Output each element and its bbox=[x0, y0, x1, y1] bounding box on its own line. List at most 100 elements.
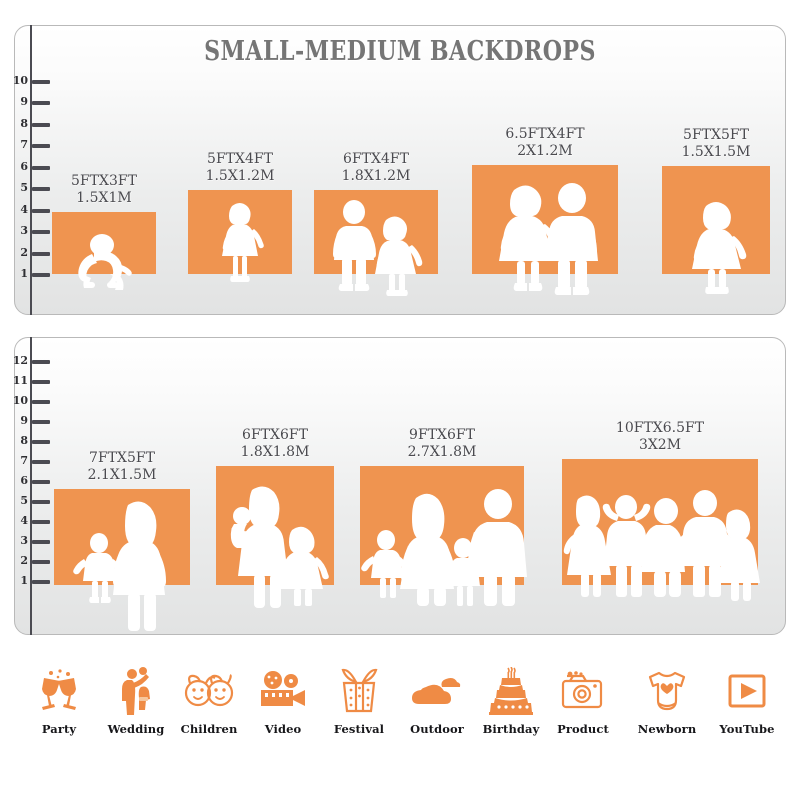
backdrop-item-5ftx3ft[interactable]: 5FTX3FT 1.5X1M bbox=[52, 173, 156, 290]
ruler-tick-label: 2 bbox=[20, 245, 28, 259]
ruler-tick bbox=[32, 540, 50, 544]
backdrop-caption: 9FTX6FT 2.7X1.8M bbox=[408, 427, 477, 461]
figure-crawling-baby bbox=[52, 212, 156, 290]
backdrop-item-10ftx6.5ft[interactable]: 10FTX6.5FT 3X2M bbox=[562, 420, 760, 601]
ruler-tick-label: 8 bbox=[20, 434, 28, 447]
caption-size-ft: 6FTX6FT bbox=[242, 427, 308, 443]
backdrop-item-6ftx6ft[interactable]: 6FTX6FT 1.8X1.8M bbox=[216, 427, 334, 608]
category-wedding[interactable]: Wedding bbox=[91, 662, 181, 754]
ruler-tick-label: 6 bbox=[20, 159, 28, 173]
caption-size-m: 1.5X1M bbox=[76, 190, 132, 206]
ruler-tick bbox=[32, 251, 50, 256]
category-label: Video bbox=[264, 722, 302, 736]
caption-size-m: 1.5X1.5M bbox=[681, 144, 751, 160]
ruler-tick bbox=[32, 230, 50, 234]
backdrop-item-7ftx5ft[interactable]: 7FTX5FT 2.1X1.5M bbox=[54, 450, 190, 631]
tiered-cake-icon bbox=[466, 662, 556, 720]
cloud-icon bbox=[392, 662, 482, 720]
caption-size-ft: 5FTX3FT bbox=[71, 173, 137, 189]
category-video[interactable]: Video bbox=[238, 662, 328, 754]
ruler-tick-label: 8 bbox=[20, 116, 28, 130]
caption-size-m: 1.8X1.8M bbox=[240, 444, 310, 460]
ruler-tick-label: 3 bbox=[20, 534, 28, 547]
figure-single-girl bbox=[662, 166, 770, 294]
ruler-tick-label: 5 bbox=[20, 181, 28, 194]
caption-size-ft: 7FTX5FT bbox=[89, 450, 155, 466]
backdrop-item-6.5ftx4ft[interactable]: 6.5FTX4FT 2X1.2M bbox=[472, 126, 618, 295]
ruler-tick bbox=[32, 165, 50, 170]
gift-box-icon bbox=[314, 662, 404, 720]
caption-size-m: 1.5X1.2M bbox=[205, 168, 275, 184]
ruler-tick bbox=[32, 380, 50, 384]
category-party[interactable]: Party bbox=[14, 662, 104, 754]
backdrop-item-9ftx6ft[interactable]: 9FTX6FT 2.7X1.8M bbox=[360, 427, 527, 606]
ruler-tick-label: 4 bbox=[20, 202, 28, 216]
category-product[interactable]: Product bbox=[538, 662, 628, 754]
backdrop-caption: 10FTX6.5FT 3X2M bbox=[616, 420, 704, 454]
ruler-tick-label: 10 bbox=[12, 73, 28, 87]
ruler-tick bbox=[32, 187, 50, 191]
figure-girl-and-boy bbox=[472, 165, 618, 295]
caption-size-m: 1.8X1.2M bbox=[341, 168, 411, 184]
backdrop-item-5ftx5ft[interactable]: 5FTX5FT 1.5X1.5M bbox=[662, 127, 770, 294]
ruler-tick-label: 2 bbox=[20, 554, 28, 567]
caption-size-m: 3X2M bbox=[638, 437, 682, 453]
category-youtube[interactable]: YouTube bbox=[702, 662, 792, 754]
ruler-tick bbox=[32, 500, 50, 504]
ruler-tick-label: 11 bbox=[12, 374, 28, 387]
category-newborn[interactable]: Newborn bbox=[622, 662, 712, 754]
ruler-tick bbox=[32, 520, 50, 524]
ruler-tick-label: 4 bbox=[20, 514, 28, 527]
ruler-tick bbox=[32, 144, 50, 148]
ruler-tick-label: 10 bbox=[12, 394, 28, 407]
ruler-tick bbox=[32, 273, 50, 277]
backdrop-caption: 5FTX3FT 1.5X1M bbox=[71, 173, 137, 207]
category-children[interactable]: Children bbox=[164, 662, 254, 754]
ruler-tick-label: 1 bbox=[20, 267, 28, 280]
category-icon-strip: Party Wedding bbox=[0, 662, 800, 762]
page-title: SMALL-MEDIUM BACKDROPS bbox=[204, 36, 596, 67]
category-label: Product bbox=[557, 722, 609, 736]
figure-toddler-girl bbox=[188, 190, 292, 282]
wedding-couple-icon bbox=[91, 662, 181, 720]
caption-size-ft: 5FTX5FT bbox=[683, 127, 749, 143]
ruler-tick bbox=[32, 101, 50, 105]
ruler-tick-label: 9 bbox=[20, 95, 28, 108]
category-label: Party bbox=[41, 722, 77, 736]
caption-size-ft: 6.5FTX4FT bbox=[505, 126, 585, 142]
backdrop-caption: 7FTX5FT 2.1X1.5M bbox=[88, 450, 157, 484]
ruler-tick bbox=[32, 79, 50, 84]
backdrop-item-6ftx4ft[interactable]: 6FTX4FT 1.8X1.2M bbox=[314, 151, 438, 296]
ruler-tick-label: 5 bbox=[20, 494, 28, 507]
category-label: Outdoor bbox=[410, 722, 464, 736]
category-outdoor[interactable]: Outdoor bbox=[392, 662, 482, 754]
ruler-tick bbox=[32, 420, 50, 424]
ruler-tick-label: 1 bbox=[20, 574, 28, 587]
baby-onesie-icon bbox=[622, 662, 712, 720]
caption-size-ft: 6FTX4FT bbox=[343, 151, 409, 167]
backdrop-caption: 5FTX5FT 1.5X1.5M bbox=[682, 127, 751, 161]
ruler-tick bbox=[32, 400, 50, 404]
caption-size-ft: 10FTX6.5FT bbox=[615, 420, 705, 436]
ruler-panel-1: 1 2 3 4 5 6 7 8 9 10 bbox=[0, 25, 50, 315]
category-birthday[interactable]: Birthday bbox=[466, 662, 556, 754]
caption-size-ft: 5FTX4FT bbox=[207, 151, 273, 167]
category-label: Birthday bbox=[482, 722, 540, 736]
movie-camera-icon bbox=[238, 662, 328, 720]
ruler-tick bbox=[32, 122, 50, 127]
ruler-tick-label: 7 bbox=[20, 454, 28, 467]
figure-family-of-four bbox=[360, 466, 527, 606]
ruler-tick-label: 7 bbox=[20, 138, 28, 151]
ruler-tick-label: 3 bbox=[20, 224, 28, 237]
caption-size-ft: 9FTX6FT bbox=[409, 427, 475, 443]
ruler-tick bbox=[32, 480, 50, 484]
category-label: YouTube bbox=[719, 722, 775, 736]
category-festival[interactable]: Festival bbox=[314, 662, 404, 754]
backdrop-item-5ftx4ft[interactable]: 5FTX4FT 1.5X1.2M bbox=[188, 151, 292, 282]
category-label: Wedding bbox=[107, 722, 165, 736]
category-label: Newborn bbox=[637, 722, 697, 736]
ruler-tick-label: 9 bbox=[20, 414, 28, 427]
champagne-glasses-icon bbox=[14, 662, 104, 720]
ruler-tick bbox=[32, 208, 50, 213]
